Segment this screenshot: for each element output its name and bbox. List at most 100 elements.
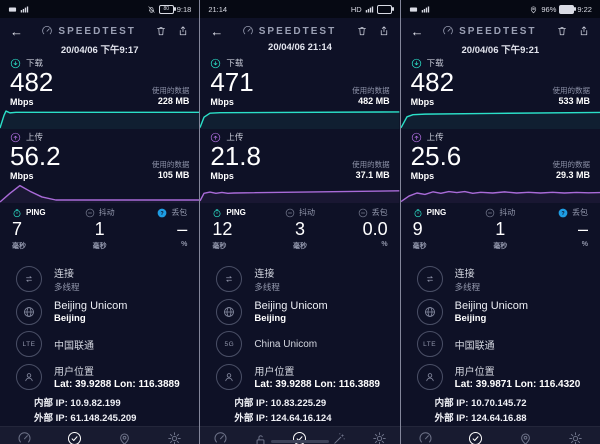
- download-usage-label: 使用的数据: [352, 86, 390, 95]
- nav-item-speed[interactable]: 速度: [206, 431, 234, 444]
- location-row: 用户位置 Lat: 39.9288 Lon: 116.3889: [10, 363, 189, 390]
- ping-value: 12: [212, 219, 233, 239]
- nav-item-tools[interactable]: 工具: [326, 431, 354, 444]
- external-ip: 外部 IP: 124.64.16.124: [234, 412, 332, 424]
- packet-loss-help-icon[interactable]: [358, 208, 368, 218]
- nav-item-settings[interactable]: 设置: [561, 431, 589, 444]
- download-section: 下载 471 Mbps 使用的数据 482 MB: [200, 55, 400, 129]
- download-label: 下载: [26, 58, 44, 68]
- speedtest-logo: SPEEDTEST: [433, 25, 546, 37]
- battery-icon: 80: [158, 4, 176, 14]
- ping-unit: 毫秒: [412, 243, 427, 250]
- ping-label: PING: [426, 208, 447, 217]
- download-usage-value: 533 MB: [558, 96, 590, 106]
- person-icon: [416, 363, 443, 390]
- app-title: SPEEDTEST: [58, 25, 136, 37]
- internal-ip: 内部 IP: 10.83.225.29: [234, 398, 327, 409]
- pin-icon: [117, 431, 132, 444]
- upload-label: 上传: [26, 132, 44, 142]
- share-result-button[interactable]: [177, 25, 189, 37]
- jitter-value: 1: [495, 219, 506, 239]
- delete-result-button[interactable]: [356, 25, 368, 37]
- delete-result-button[interactable]: [155, 25, 167, 37]
- person-icon: [216, 363, 243, 390]
- status-text: 21:14: [208, 4, 228, 14]
- upload-icon: [411, 132, 422, 143]
- loss-label: 丢包: [571, 208, 588, 217]
- carrier-row: LTE 中国联通: [411, 331, 590, 357]
- loss-label: 丢包: [171, 208, 188, 217]
- upload-icon: [10, 132, 21, 143]
- globe-icon: [216, 299, 243, 325]
- back-button[interactable]: ←: [10, 23, 23, 39]
- upload-unit: Mbps: [410, 171, 435, 181]
- loss-value: 0.0: [362, 219, 388, 239]
- gauge-icon: [442, 25, 454, 37]
- upload-value: 56.2: [10, 141, 61, 171]
- nav-item-coverage[interactable]: 覆盖范围: [111, 431, 139, 444]
- gear-icon: [167, 431, 182, 444]
- upload-graph: [400, 183, 600, 203]
- ping-row: PING 12 毫秒 抖动 3 毫秒 丢包 0.0 %: [200, 203, 399, 257]
- nav-item-settings[interactable]: 设置: [366, 431, 394, 444]
- download-usage-label: 使用的数据: [552, 86, 590, 95]
- nav-item-speed[interactable]: 速度: [412, 431, 440, 444]
- delete-result-button[interactable]: [556, 25, 568, 37]
- connection-subtitle: 多线程: [454, 282, 481, 292]
- ping-icon: [212, 208, 222, 218]
- status-text: 9:18: [176, 4, 192, 14]
- upload-section: 上传 56.2 Mbps 使用的数据 105 MB: [0, 129, 200, 203]
- download-graph: [200, 109, 400, 129]
- ping-column: PING 7 毫秒: [12, 207, 70, 255]
- download-usage-value: 482 MB: [358, 96, 390, 106]
- upload-label: 上传: [226, 132, 244, 142]
- ping-value: 9: [412, 219, 423, 239]
- nav-item-coverage[interactable]: 覆盖范围: [511, 431, 539, 444]
- isp-name: Beijing Unicom: [454, 300, 529, 312]
- jitter-unit: 毫秒: [493, 243, 508, 250]
- upload-usage-label: 使用的数据: [352, 160, 390, 169]
- location-pin-icon: [529, 5, 538, 14]
- nav-item-results[interactable]: 结果: [461, 431, 489, 444]
- jitter-column: 抖动 1 毫秒: [471, 207, 529, 255]
- connection-title: 连接: [254, 269, 275, 280]
- signal-bars-icon: [365, 5, 374, 14]
- ping-row: PING 9 毫秒 抖动 1 毫秒 ? 丢包 – %: [401, 203, 600, 257]
- hd-badge-icon: [8, 5, 17, 14]
- download-unit: Mbps: [410, 97, 435, 107]
- status-bar: 21:14 HD: [200, 0, 400, 18]
- location-coords: Lat: 39.9871 Lon: 116.4320: [454, 379, 581, 390]
- packet-loss-help-icon[interactable]: ?: [157, 208, 167, 218]
- isp-city: Beijing: [54, 313, 86, 324]
- share-result-button[interactable]: [378, 25, 390, 37]
- nav-item-speed[interactable]: 速度: [11, 431, 39, 444]
- info-list: 连接 多线程 Beijing Unicom Beijing LTE 中国联通: [0, 257, 199, 390]
- nav-item-settings[interactable]: 设置: [160, 431, 188, 444]
- status-bar: 80 9:18: [0, 0, 200, 18]
- nav-item-vpn[interactable]: VPN: [246, 433, 274, 444]
- ping-value: 7: [12, 219, 23, 239]
- status-bar: 96% 9:22: [400, 0, 600, 18]
- isp-row: Beijing Unicom Beijing: [10, 299, 189, 325]
- download-value: 482: [10, 67, 54, 97]
- loss-value: –: [177, 219, 188, 239]
- ping-icon: [12, 208, 22, 218]
- upload-graph: [200, 183, 400, 203]
- loss-label: 丢包: [371, 208, 388, 217]
- battery-icon: [559, 4, 577, 14]
- status-text: 96%: [541, 4, 557, 14]
- speedtest-logo: SPEEDTEST: [232, 25, 345, 37]
- back-button[interactable]: ←: [210, 23, 224, 39]
- packet-loss-help-icon[interactable]: ?: [558, 208, 568, 218]
- jitter-label: 抖动: [98, 208, 115, 217]
- back-button[interactable]: ←: [410, 23, 424, 39]
- jitter-column: 抖动 1 毫秒: [70, 207, 128, 255]
- share-result-button[interactable]: [578, 25, 590, 37]
- download-section: 下载 482 Mbps 使用的数据 533 MB: [400, 55, 600, 129]
- ip-block: 内部 IP: 10.83.225.29 外部 IP: 124.64.16.124: [200, 390, 399, 426]
- nav-item-results[interactable]: 结果: [61, 431, 89, 444]
- connection-row: 连接 多线程: [411, 265, 590, 293]
- speedtest-logo: SPEEDTEST: [32, 25, 145, 37]
- battery-icon: [376, 4, 394, 14]
